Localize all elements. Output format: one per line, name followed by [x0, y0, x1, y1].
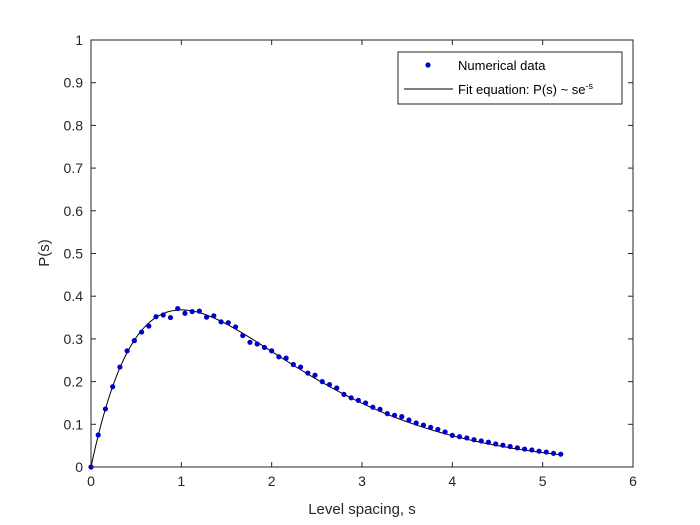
data-point: [117, 364, 123, 370]
data-point: [312, 372, 318, 378]
data-point: [283, 355, 289, 361]
data-point: [167, 314, 174, 321]
data-point: [428, 424, 434, 430]
data-point: [110, 384, 116, 390]
y-tick-label: 0.2: [64, 374, 84, 390]
data-point: [507, 443, 513, 450]
data-point: [319, 379, 325, 385]
y-tick-label: 0.4: [64, 288, 84, 304]
data-point: [240, 332, 246, 339]
data-point: [196, 308, 202, 314]
x-tick-label: 2: [268, 473, 276, 489]
y-axis: 0 0.1 0.2 0.3 0.4 0.5 0.6 0.7 0.8 0.9 1: [64, 32, 633, 475]
legend-label-fit-superscript: -s: [586, 81, 594, 91]
x-tick-label: 0: [87, 473, 95, 489]
y-tick-label: 0.7: [64, 160, 84, 176]
data-point: [413, 420, 419, 426]
data-point: [153, 314, 159, 320]
data-point: [558, 451, 564, 457]
legend-box: [397, 51, 623, 105]
data-point: [355, 397, 361, 403]
data-point: [522, 446, 528, 452]
data-point: [529, 447, 535, 453]
data-point: [254, 341, 260, 347]
marker-layer: [88, 305, 564, 470]
data-point: [276, 354, 282, 360]
data-point: [124, 348, 130, 354]
data-point: [348, 395, 354, 401]
data-point: [211, 313, 217, 319]
y-tick-label: 0.1: [64, 416, 84, 432]
data-point: [471, 437, 477, 443]
data-point: [456, 434, 463, 440]
data-point: [341, 391, 347, 398]
data-point: [391, 412, 398, 418]
data-point: [334, 385, 340, 391]
x-axis-label: Level spacing, s: [308, 501, 416, 518]
data-point: [297, 364, 304, 370]
data-point: [485, 439, 492, 445]
x-tick-label: 4: [448, 473, 456, 489]
legend-label-fit-main: Fit equation: P(s) ~ se: [458, 82, 586, 97]
data-point: [247, 339, 253, 345]
x-tick-label: 6: [629, 473, 637, 489]
legend-marker-numerical-data: [425, 62, 431, 68]
y-axis-label: P(s): [36, 239, 53, 267]
data-point: [384, 411, 390, 417]
data-point: [399, 414, 405, 420]
data-point: [305, 370, 311, 376]
y-tick-label: 0.6: [64, 203, 84, 219]
data-point: [543, 449, 549, 455]
data-point: [146, 323, 152, 329]
data-point: [232, 324, 239, 330]
data-point: [514, 445, 520, 451]
data-point: [406, 417, 412, 423]
data-point: [478, 438, 484, 444]
legend: Numerical data Fit equation: P(s) ~ se-s: [397, 51, 623, 105]
legend-label-numerical-data: Numerical data: [458, 58, 546, 73]
data-point: [261, 344, 268, 351]
x-axis: 0 1 2 3 4 5 6: [87, 40, 637, 489]
data-point: [269, 348, 275, 354]
y-tick-label: 0.8: [64, 117, 84, 133]
y-tick-label: 0.9: [64, 75, 84, 91]
y-tick-label: 0.3: [64, 331, 84, 347]
data-point: [225, 320, 231, 326]
data-point: [131, 338, 137, 344]
plot-area: [91, 40, 633, 467]
data-point: [95, 432, 101, 438]
data-point: [175, 305, 181, 312]
data-point: [326, 381, 333, 388]
x-tick-label: 3: [358, 473, 366, 489]
data-point: [493, 441, 499, 447]
data-point: [500, 442, 506, 448]
data-point: [182, 310, 188, 316]
data-point: [218, 319, 224, 325]
legend-label-fit: Fit equation: P(s) ~ se-s: [458, 81, 594, 97]
data-point: [204, 314, 210, 320]
y-tick-label: 0: [75, 459, 83, 475]
data-point: [442, 429, 448, 435]
data-point: [290, 361, 296, 368]
data-point: [370, 404, 376, 410]
y-tick-label: 0.5: [64, 246, 84, 262]
data-point: [536, 448, 542, 454]
data-point: [102, 406, 109, 412]
data-point: [377, 406, 383, 412]
data-point: [550, 450, 557, 456]
data-point: [138, 329, 145, 335]
data-point: [420, 422, 427, 428]
x-tick-label: 1: [177, 473, 185, 489]
data-point: [189, 308, 195, 315]
data-point: [464, 435, 470, 441]
data-point: [449, 432, 455, 438]
data-point: [363, 400, 369, 406]
data-point: [160, 312, 166, 318]
x-tick-label: 5: [539, 473, 547, 489]
y-tick-label: 1: [75, 32, 83, 48]
data-point: [435, 426, 441, 433]
